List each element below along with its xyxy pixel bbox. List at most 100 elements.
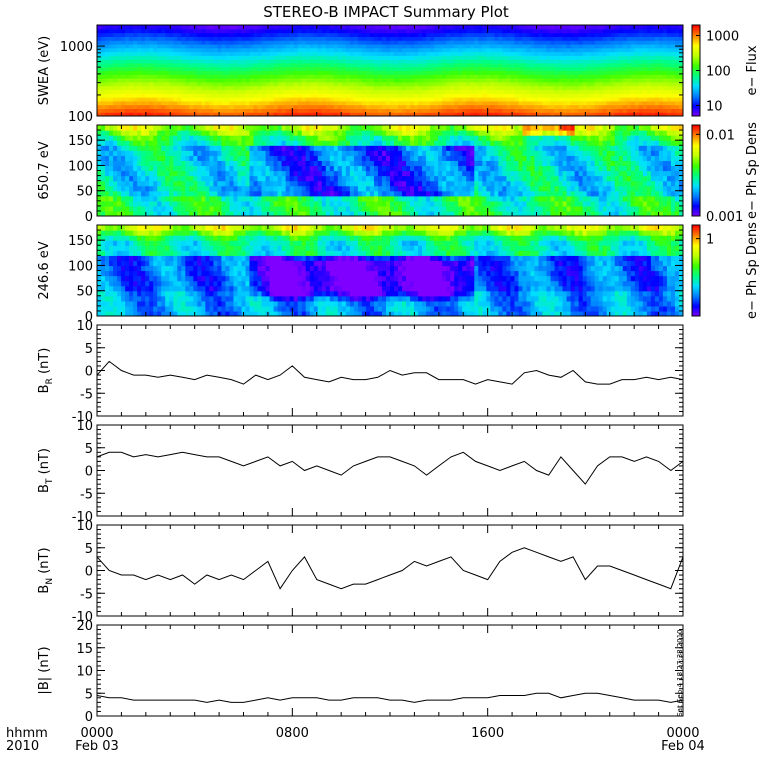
heatmap-cell [173, 195, 178, 202]
heatmap-cell [381, 145, 387, 151]
heatmap-cell [450, 81, 455, 87]
heatmap-cell [486, 89, 491, 94]
heatmap-cell [297, 185, 303, 192]
heatmap-cell [650, 32, 656, 37]
heatmap-cell [506, 36, 512, 41]
heatmap-cell [201, 62, 206, 68]
heatmap-cell [377, 74, 383, 79]
heatmap-cell [478, 97, 483, 102]
heatmap-cell [273, 47, 279, 53]
heatmap-cell [313, 59, 319, 64]
heatmap-cell [478, 51, 483, 56]
heatmap-cell [438, 104, 443, 110]
heatmap-cell [109, 70, 114, 75]
heatmap-cell [205, 55, 210, 60]
heatmap-cell [390, 25, 395, 30]
heatmap-cell [562, 36, 568, 41]
heatmap-cell [398, 100, 403, 106]
heatmap-cell [418, 200, 423, 207]
heatmap-cell [353, 205, 359, 212]
heatmap-cell [658, 81, 664, 87]
heatmap-cell [113, 180, 118, 187]
heatmap-cell [213, 55, 219, 60]
heatmap-cell [490, 47, 495, 53]
heatmap-cell [125, 150, 130, 156]
heatmap-cell [281, 74, 287, 79]
heatmap-cell [385, 175, 391, 182]
heatmap-cell [193, 59, 198, 64]
heatmap-cell [161, 210, 166, 216]
heatmap-cell [337, 104, 343, 110]
heatmap-cell [221, 195, 227, 202]
heatmap-cell [129, 135, 134, 141]
heatmap-cell [534, 66, 540, 72]
heatmap-cell [229, 180, 235, 187]
heatmap-cell [337, 140, 343, 146]
heatmap-cell [221, 25, 227, 30]
heatmap-cell [381, 100, 387, 106]
heatmap-cell [181, 70, 186, 75]
heatmap-cell [289, 195, 295, 202]
heatmap-cell [329, 59, 335, 64]
heatmap-cell [646, 28, 652, 34]
heatmap-cell [189, 55, 194, 60]
heatmap-cell [542, 100, 548, 106]
heatmap-cell [422, 155, 427, 161]
heatmap-cell [678, 25, 683, 30]
heatmap-cell [430, 51, 435, 56]
heatmap-cell [177, 100, 182, 106]
heatmap-cell [650, 85, 656, 91]
heatmap-cell [109, 100, 114, 106]
heatmap-cell [109, 32, 114, 37]
heatmap-cell [638, 47, 644, 53]
heatmap-cell [462, 112, 467, 116]
heatmap-cell [646, 55, 652, 60]
heatmap-cell [650, 62, 656, 68]
heatmap-cell [566, 78, 572, 83]
heatmap-cell [426, 43, 431, 49]
heatmap-cell [602, 28, 608, 34]
heatmap-cell [181, 180, 186, 187]
heatmap-cell [177, 78, 182, 83]
heatmap-cell [101, 62, 106, 68]
heatmap-cell [305, 51, 311, 56]
heatmap-cell [402, 185, 407, 192]
heatmap-cell [574, 112, 580, 116]
heatmap-cell [678, 28, 683, 34]
heatmap-cell [426, 59, 431, 64]
heatmap-cell [353, 74, 359, 79]
heatmap-cell [502, 55, 507, 60]
heatmap-cell [281, 175, 287, 182]
heatmap-cell [638, 55, 644, 60]
heatmap-cell [446, 59, 451, 64]
heatmap-cell [293, 89, 299, 94]
heatmap-cell [141, 47, 146, 53]
heatmap-cell [337, 74, 343, 79]
heatmap-cell [157, 155, 162, 161]
heatmap-cell [586, 78, 592, 83]
heatmap-cell [353, 200, 359, 207]
heatmap-cell [550, 62, 556, 68]
heatmap-cell [658, 43, 664, 49]
heatmap-cell [149, 62, 154, 68]
heatmap-cell [590, 25, 596, 30]
heatmap-cell [642, 89, 648, 94]
heatmap-cell [121, 62, 126, 68]
heatmap-cell [414, 81, 419, 87]
heatmap-cell [377, 170, 383, 177]
heatmap-cell [357, 195, 363, 202]
heatmap-cell [618, 97, 624, 102]
heatmap-cell [582, 62, 588, 68]
heatmap-cell [141, 140, 146, 146]
heatmap-cell [273, 125, 279, 131]
heatmap-cell [309, 190, 315, 197]
heatmap-cell [510, 28, 516, 34]
heatmap-cell [237, 112, 243, 116]
heatmap-cell [450, 55, 455, 60]
heatmap-cell [474, 40, 479, 45]
heatmap-cell [614, 59, 620, 64]
heatmap-cell [205, 62, 210, 68]
heatmap-cell [390, 47, 395, 53]
heatmap-cell [185, 47, 190, 53]
